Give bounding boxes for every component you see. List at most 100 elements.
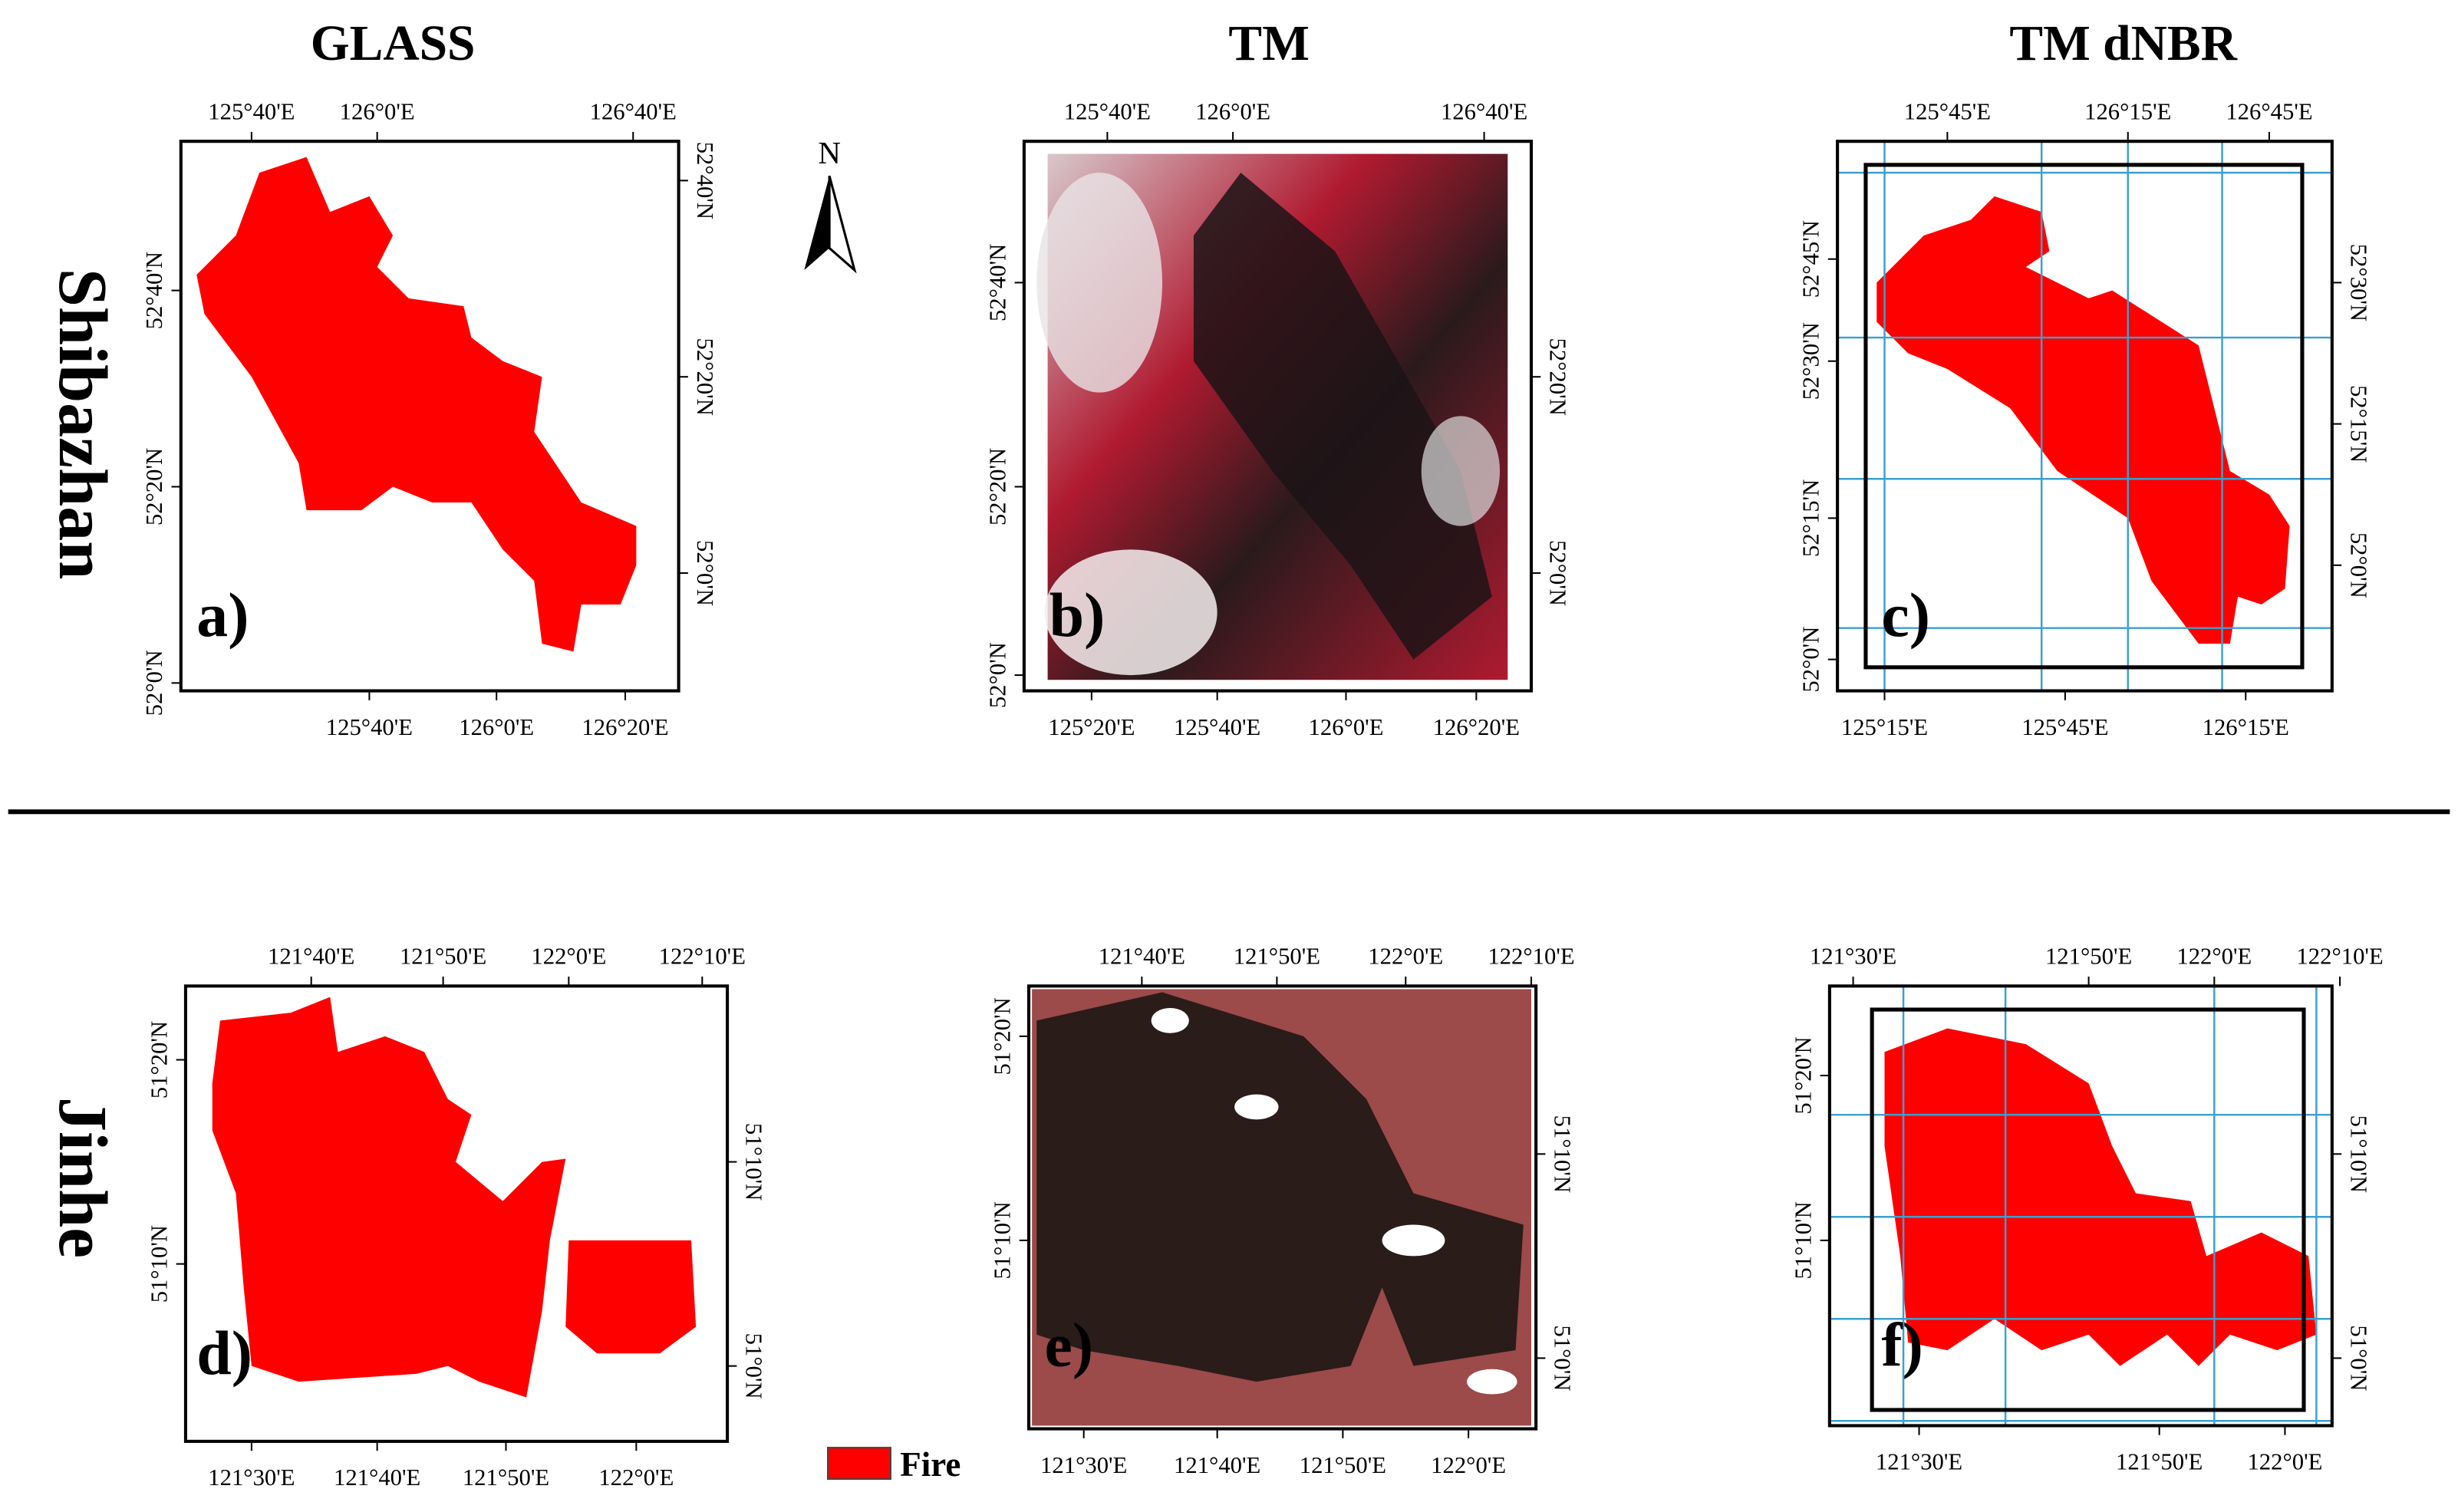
column-title: TM dNBR — [2009, 16, 2237, 71]
tick-label: 121°50'E — [1300, 1452, 1386, 1478]
map-frame — [1026, 984, 1538, 1431]
tick-label: 126°0'E — [459, 714, 534, 740]
tick-label: 122°10'E — [2296, 944, 2383, 970]
legend-label: Fire — [900, 1445, 960, 1484]
tick-label: 125°45'E — [1904, 99, 1991, 125]
tick-label: 121°50'E — [2116, 1449, 2203, 1475]
tick-label: 121°30'E — [208, 1464, 295, 1491]
tick-label: 126°45'E — [2226, 99, 2312, 125]
map-frame — [1022, 140, 1534, 693]
tick-label: 122°0'E — [1431, 1452, 1506, 1478]
tick-label: 122°0'E — [2176, 944, 2252, 970]
satellite-image — [1036, 153, 1508, 680]
tick-label: 51°10'N — [2345, 1115, 2371, 1193]
tick-label: 125°45'E — [2021, 714, 2108, 740]
tick-label: 52°15'N — [2345, 385, 2371, 463]
tick-label: 52°20'N — [1545, 338, 1571, 416]
tick-label: 125°15'E — [1841, 714, 1928, 740]
legend-swatch — [827, 1447, 891, 1481]
tick-label: 126°20'E — [1433, 714, 1520, 740]
tick-label: 51°10'N — [989, 1201, 1015, 1279]
dnbr-map — [1837, 141, 2332, 691]
tick-label: 126°15'E — [2084, 99, 2171, 125]
tick-label: 126°20'E — [582, 714, 668, 740]
dnbr-map — [1829, 986, 2332, 1426]
map-frame — [1836, 140, 2334, 693]
tick-label: 51°0'N — [2345, 1325, 2371, 1391]
tick-label: 52°0'N — [1798, 627, 1824, 693]
north-arrow — [828, 175, 857, 274]
tick-label: 121°30'E — [1810, 944, 1896, 970]
north-label: N — [818, 136, 841, 170]
tick-label: 51°20'N — [989, 997, 1015, 1075]
map-frame — [1827, 984, 2334, 1428]
tick-label: 52°0'N — [2345, 532, 2371, 598]
tick-label: 52°15'N — [1798, 479, 1824, 557]
map-frame — [179, 140, 680, 693]
tick-label: 122°0'E — [531, 944, 606, 970]
fire-area — [212, 996, 697, 1398]
tick-label: 126°15'E — [2203, 714, 2289, 740]
tick-label: 52°20'N — [984, 448, 1010, 525]
tick-label: 125°20'E — [1048, 714, 1135, 740]
tick-label: 121°50'E — [1234, 944, 1320, 970]
tick-label: 121°40'E — [268, 944, 354, 970]
tick-label: 121°50'E — [463, 1464, 549, 1491]
tick-label: 125°40'E — [1174, 714, 1260, 740]
tick-label: 51°20'N — [1790, 1036, 1816, 1114]
tick-label: 52°30'N — [1798, 322, 1824, 400]
tick-label: 121°40'E — [1099, 944, 1185, 970]
panel-label: b) — [1049, 580, 1105, 650]
tick-label: 121°30'E — [1876, 1449, 1962, 1475]
column-title: GLASS — [311, 16, 476, 71]
column-title: TM — [1228, 16, 1309, 71]
tick-label: 51°10'N — [741, 1123, 767, 1201]
tick-label: 51°0'N — [741, 1333, 767, 1399]
tick-label: 121°40'E — [1174, 1452, 1260, 1478]
tick-label: 52°0'N — [1545, 540, 1571, 606]
row-label: Shibazhan — [44, 268, 120, 579]
tick-label: 122°0'E — [1368, 944, 1443, 970]
tick-label: 52°30'N — [2345, 244, 2371, 321]
tick-label: 51°10'N — [1790, 1201, 1816, 1279]
tick-label: 52°0'N — [141, 650, 167, 716]
north-arrow — [804, 176, 830, 271]
panel-label: a) — [196, 580, 249, 650]
row-label: Jinhe — [44, 1097, 120, 1258]
tick-label: 122°10'E — [1488, 944, 1574, 970]
tick-label: 122°0'E — [598, 1464, 674, 1491]
tick-label: 125°40'E — [1064, 99, 1151, 125]
tick-label: 122°0'E — [2247, 1449, 2322, 1475]
tick-label: 121°50'E — [400, 944, 486, 970]
tick-label: 52°20'N — [692, 338, 718, 416]
tick-label: 52°20'N — [141, 448, 167, 525]
panel-label: f) — [1881, 1310, 1923, 1380]
tick-label: 126°0'E — [340, 99, 415, 125]
tick-label: 52°45'N — [1798, 220, 1824, 298]
tick-label: 51°10'N — [146, 1225, 172, 1303]
map-frame — [183, 984, 730, 1443]
tick-label: 125°40'E — [326, 714, 413, 740]
tick-label: 52°0'N — [692, 540, 718, 606]
tick-label: 52°40'N — [692, 142, 718, 219]
tick-label: 121°30'E — [1040, 1452, 1127, 1478]
tick-label: 52°40'N — [984, 244, 1010, 321]
panel-label: d) — [196, 1318, 252, 1388]
panel-label: e) — [1045, 1310, 1094, 1380]
tick-label: 121°40'E — [334, 1464, 420, 1491]
tick-label: 51°0'N — [1550, 1325, 1576, 1391]
tick-label: 121°50'E — [2045, 944, 2132, 970]
tick-label: 51°10'N — [1550, 1115, 1576, 1193]
panel-label: c) — [1881, 580, 1930, 650]
tick-label: 125°40'E — [208, 99, 295, 125]
satellite-image — [1032, 989, 1531, 1426]
tick-label: 52°40'N — [141, 252, 167, 329]
tick-label: 126°0'E — [1195, 99, 1270, 125]
fire-area — [196, 156, 637, 652]
tick-label: 122°10'E — [659, 944, 746, 970]
tick-label: 126°0'E — [1309, 714, 1384, 740]
tick-label: 52°0'N — [984, 642, 1010, 708]
tick-label: 126°40'E — [1441, 99, 1527, 125]
